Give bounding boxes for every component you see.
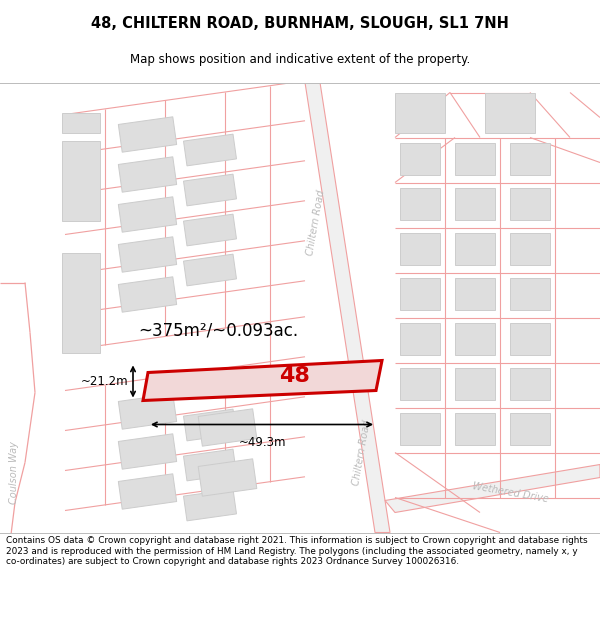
Polygon shape (400, 278, 440, 309)
Text: Chiltern Road: Chiltern Road (305, 189, 326, 256)
Polygon shape (455, 188, 495, 219)
Polygon shape (118, 237, 176, 272)
Text: Wethered Drive: Wethered Drive (471, 481, 549, 504)
Polygon shape (118, 117, 176, 152)
Text: ~49.3m: ~49.3m (238, 436, 286, 449)
Text: Map shows position and indicative extent of the property.: Map shows position and indicative extent… (130, 53, 470, 66)
Polygon shape (118, 197, 176, 232)
Polygon shape (118, 394, 176, 429)
Polygon shape (395, 92, 445, 132)
Polygon shape (118, 157, 176, 192)
Polygon shape (455, 232, 495, 264)
Polygon shape (198, 459, 257, 496)
Polygon shape (510, 142, 550, 174)
Polygon shape (510, 322, 550, 354)
Polygon shape (184, 254, 236, 286)
Polygon shape (184, 449, 236, 481)
Polygon shape (400, 232, 440, 264)
Polygon shape (62, 141, 100, 221)
Polygon shape (400, 412, 440, 444)
Polygon shape (455, 412, 495, 444)
Text: 48: 48 (280, 366, 310, 386)
Polygon shape (510, 188, 550, 219)
Polygon shape (143, 361, 382, 401)
Polygon shape (118, 434, 176, 469)
Polygon shape (510, 278, 550, 309)
Polygon shape (184, 174, 236, 206)
Text: Chiltern Road: Chiltern Road (352, 419, 373, 486)
Polygon shape (455, 368, 495, 399)
Polygon shape (305, 82, 390, 532)
Polygon shape (510, 412, 550, 444)
Text: ~375m²/~0.093ac.: ~375m²/~0.093ac. (138, 321, 298, 339)
Polygon shape (184, 214, 236, 246)
Polygon shape (184, 489, 236, 521)
Polygon shape (455, 278, 495, 309)
Polygon shape (198, 409, 257, 446)
Text: 48, CHILTERN ROAD, BURNHAM, SLOUGH, SL1 7NH: 48, CHILTERN ROAD, BURNHAM, SLOUGH, SL1 … (91, 16, 509, 31)
Polygon shape (400, 368, 440, 399)
Polygon shape (118, 474, 176, 509)
Text: ~21.2m: ~21.2m (80, 375, 128, 388)
Polygon shape (62, 112, 100, 132)
Polygon shape (455, 142, 495, 174)
Polygon shape (400, 142, 440, 174)
Polygon shape (62, 253, 100, 352)
Polygon shape (184, 134, 236, 166)
Polygon shape (510, 232, 550, 264)
Polygon shape (510, 368, 550, 399)
Polygon shape (400, 188, 440, 219)
Polygon shape (485, 92, 535, 132)
Text: Coulson Way: Coulson Way (9, 441, 19, 504)
Text: Contains OS data © Crown copyright and database right 2021. This information is : Contains OS data © Crown copyright and d… (6, 536, 587, 566)
Polygon shape (455, 322, 495, 354)
Polygon shape (385, 464, 600, 512)
Polygon shape (184, 409, 236, 441)
Polygon shape (118, 277, 176, 312)
Polygon shape (400, 322, 440, 354)
